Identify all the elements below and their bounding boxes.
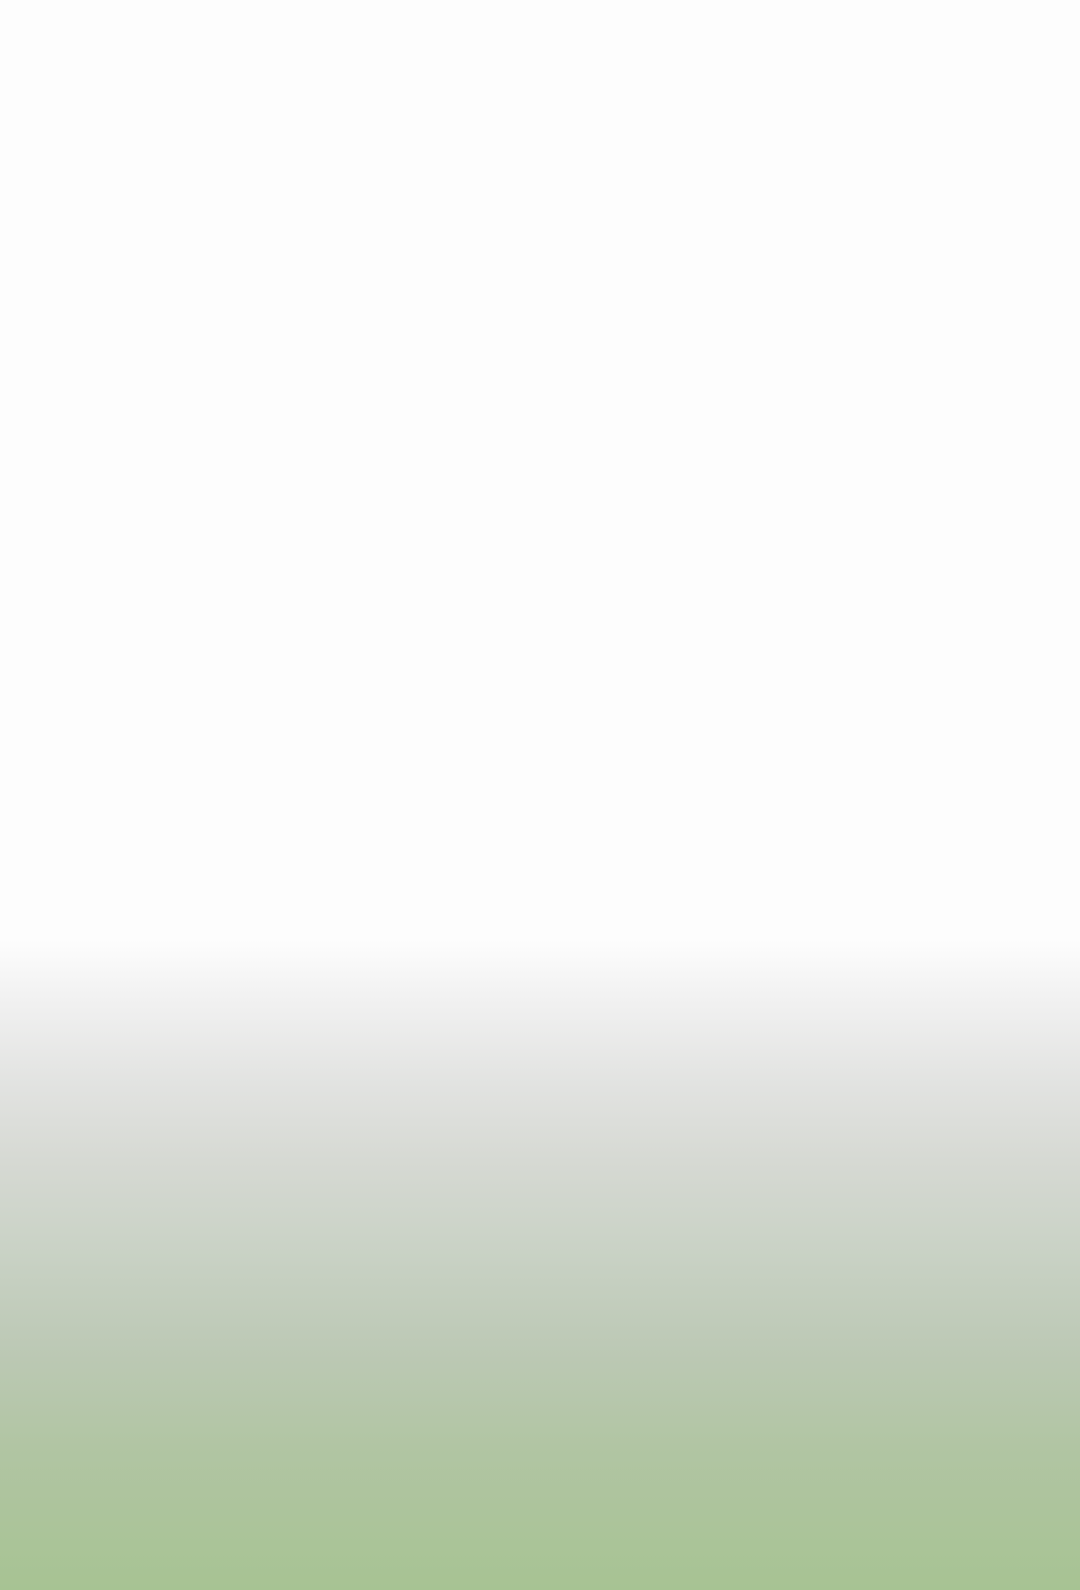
bottom-gradient-background	[0, 940, 1080, 1590]
blank-content-area	[0, 0, 1080, 940]
